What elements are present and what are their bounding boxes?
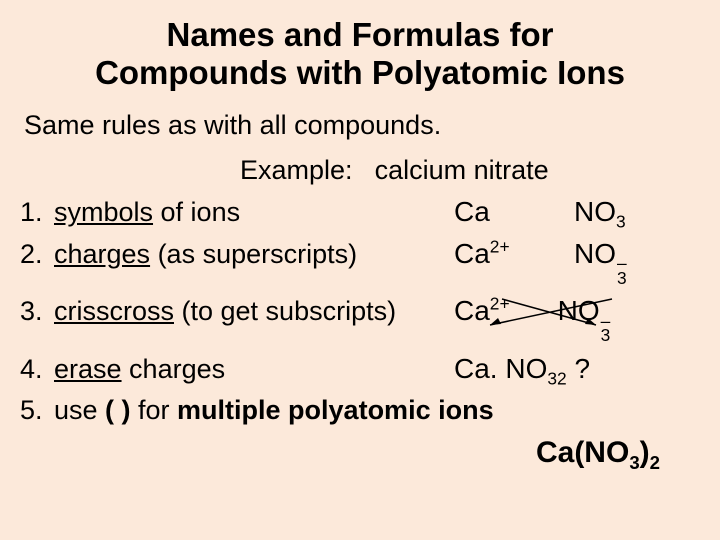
slide-title: Names and Formulas for Compounds with Po…	[20, 16, 700, 92]
step-suffix: (as superscripts)	[150, 239, 357, 269]
formula-col1: Ca	[454, 196, 574, 228]
step-suffix: charges	[122, 354, 226, 384]
example-value: calcium nitrate	[375, 155, 549, 186]
step-num: 1.	[20, 197, 54, 228]
step-2: 2. charges (as superscripts) Ca2+ NO–3	[20, 238, 700, 286]
step-1: 1. symbols of ions Ca NO3	[20, 196, 700, 228]
step-4: 4. erase charges Ca. NO32 ?	[20, 353, 700, 385]
underlined-word: erase	[54, 354, 122, 384]
step-text: erase charges	[54, 354, 454, 385]
formula-erased: Ca. NO32 ?	[454, 353, 694, 385]
step-text: charges (as superscripts)	[54, 239, 454, 270]
example-row: Example: calcium nitrate	[20, 155, 700, 186]
step-num: 5.	[20, 395, 54, 426]
step-suffix: (to get subscripts)	[174, 296, 396, 326]
step-suffix: of ions	[153, 197, 240, 227]
step-text: crisscross (to get subscripts)	[54, 296, 454, 327]
step-prefix: use	[54, 395, 105, 425]
step-mid: for	[131, 395, 178, 425]
formula-col2: NO–3	[574, 238, 694, 286]
step-bold-tail: multiple polyatomic ions	[177, 395, 494, 425]
step-num: 3.	[20, 296, 54, 327]
formula-col1-crisscross: Ca2+NO–3	[454, 295, 694, 343]
underlined-word: charges	[54, 239, 150, 269]
steps-list: 1. symbols of ions Ca NO3 2. charges (as…	[20, 196, 700, 426]
final-formula: Ca(NO3)2	[20, 436, 660, 470]
step-num: 4.	[20, 354, 54, 385]
formula-col1: Ca2+	[454, 238, 574, 270]
formula-col2: NO3	[574, 196, 694, 228]
intro-text: Same rules as with all compounds.	[24, 110, 700, 141]
step-5: 5. use ( ) for multiple polyatomic ions	[20, 395, 700, 426]
title-line-1: Names and Formulas for	[167, 16, 554, 53]
example-label: Example:	[240, 155, 353, 186]
parens-bold: ( )	[105, 395, 130, 425]
underlined-word: crisscross	[54, 296, 174, 326]
step-3: 3. crisscross (to get subscripts) Ca2+NO…	[20, 295, 700, 343]
step-text: symbols of ions	[54, 197, 454, 228]
slide: Names and Formulas for Compounds with Po…	[0, 0, 720, 540]
title-line-2: Compounds with Polyatomic Ions	[95, 54, 625, 91]
step-num: 2.	[20, 239, 54, 270]
step-text: use ( ) for multiple polyatomic ions	[54, 395, 700, 426]
underlined-word: symbols	[54, 197, 153, 227]
